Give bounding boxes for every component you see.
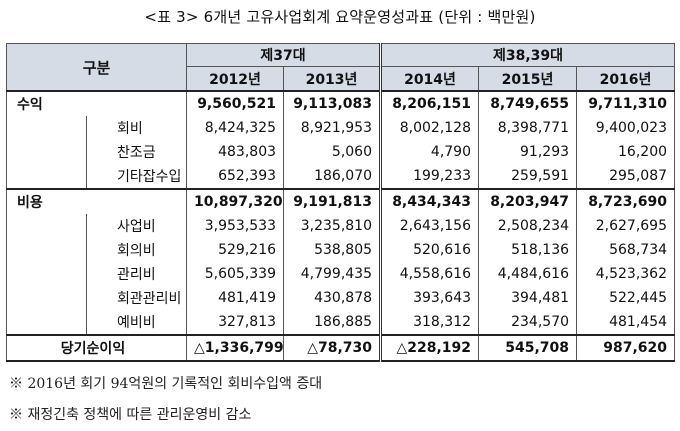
expense-row: 비용 10,897,320 9,191,813 8,434,343 8,203,… (5, 188, 676, 214)
header-row-periods: 구분 제37대 제38,39대 (5, 43, 676, 92)
header-year: 2016년 (576, 66, 676, 92)
table-cell: 10,897,320 (186, 188, 285, 214)
table-row: 예비비 327,813 186,885 318,312 234,570 481,… (6, 310, 676, 335)
header-period-37: 제37대 (186, 43, 382, 67)
table-cell: 4,523,362 (576, 262, 676, 286)
table-cell: 430,878 (283, 286, 382, 310)
table-cell: △1,336,799 (186, 334, 285, 362)
footnote: ※ 2016년 회기 94억원의 기록적인 회비수입액 증대 (9, 376, 323, 392)
table-cell: 199,233 (379, 164, 480, 189)
table-cell: 481,454 (576, 310, 676, 335)
table-cell: 518,136 (478, 238, 578, 262)
table-cell: 259,591 (478, 164, 578, 189)
table-cell: 2,508,234 (478, 214, 578, 238)
table-cell: △228,192 (379, 334, 480, 362)
table-cell: 9,400,023 (576, 116, 676, 140)
row-label: 회의비 (85, 238, 188, 262)
table-cell: 8,203,947 (478, 188, 578, 214)
table-cell: 394,481 (478, 286, 578, 310)
table-cell: 8,723,690 (576, 188, 676, 214)
blank-cell (6, 164, 87, 189)
table-row: 찬조금 483,803 5,060 4,790 91,293 16,200 (6, 140, 676, 164)
table-cell: 3,953,533 (186, 214, 285, 238)
blank-cell (6, 262, 87, 286)
table-cell: 186,070 (283, 164, 382, 189)
operating-results-table: 구분 제37대 제38,39대 2012년 2013년 2014년 2015년 … (5, 43, 676, 362)
header-year: 2014년 (379, 66, 480, 92)
table-cell: △78,730 (283, 334, 382, 362)
table-row: 회비 8,424,325 8,921,953 8,002,128 8,398,7… (6, 116, 676, 140)
table-cell: 2,643,156 (379, 214, 480, 238)
table-cell: 393,643 (379, 286, 480, 310)
table-row: 회의비 529,216 538,805 520,616 518,136 568,… (6, 238, 676, 262)
footnote: ※ 재정긴축 정책에 따른 관리운영비 감소 (9, 407, 252, 423)
row-label: 관리비 (85, 262, 188, 286)
table-cell: 8,749,655 (478, 90, 578, 116)
table-cell: 4,799,435 (283, 262, 382, 286)
table-cell: 91,293 (478, 140, 578, 164)
blank-cell (6, 214, 87, 238)
table-cell: 568,734 (576, 238, 676, 262)
table-row: 사업비 3,953,533 3,235,810 2,643,156 2,508,… (6, 214, 676, 238)
table-cell: 2,627,695 (576, 214, 676, 238)
header-year: 2012년 (186, 66, 285, 92)
blank-cell (6, 286, 87, 310)
header-row-years: 2012년 2013년 2014년 2015년 2016년 (7, 66, 676, 92)
table-cell: 16,200 (576, 140, 676, 164)
row-label: 회관관리비 (85, 286, 188, 310)
table-cell: 318,312 (379, 310, 480, 335)
table-cell: 8,434,343 (379, 188, 480, 214)
net-income-row: 당기순이익 △1,336,799 △78,730 △228,192 545,70… (5, 334, 676, 362)
row-label: 찬조금 (85, 140, 188, 164)
table-cell: 545,708 (478, 334, 578, 362)
table-cell: 652,393 (186, 164, 285, 189)
header-gubun: 구분 (5, 43, 188, 92)
expense-label: 비용 (5, 188, 187, 214)
net-income-label: 당기순이익 (5, 334, 188, 362)
table-cell: 8,206,151 (379, 90, 480, 116)
table-cell: 9,191,813 (283, 188, 382, 214)
table-cell: 3,235,810 (283, 214, 382, 238)
header-period-38-39: 제38,39대 (379, 43, 676, 67)
table-cell: 234,570 (478, 310, 578, 335)
table-cell: 9,711,310 (576, 90, 676, 116)
table-row: 회관관리비 481,419 430,878 393,643 394,481 52… (6, 286, 676, 310)
table-cell: 4,484,616 (478, 262, 578, 286)
header-year: 2015년 (478, 66, 578, 92)
table-row: 관리비 5,605,339 4,799,435 4,558,616 4,484,… (6, 262, 676, 286)
table-cell: 295,087 (576, 164, 676, 189)
table-cell: 8,921,953 (283, 116, 382, 140)
row-label: 회비 (85, 116, 188, 140)
table-cell: 8,002,128 (379, 116, 480, 140)
table-cell: 520,616 (379, 238, 480, 262)
blank-cell (6, 116, 87, 140)
header-year: 2013년 (283, 66, 382, 92)
table-cell: 8,424,325 (186, 116, 285, 140)
table-cell: 483,803 (186, 140, 285, 164)
table-cell: 529,216 (186, 238, 285, 262)
table-cell: 5,605,339 (186, 262, 285, 286)
blank-cell (6, 238, 87, 262)
row-label: 사업비 (85, 214, 188, 238)
blank-cell (6, 310, 87, 335)
table-row: 기타잡수입 652,393 186,070 199,233 259,591 29… (6, 164, 676, 189)
table-cell: 4,558,616 (379, 262, 480, 286)
table-cell: 538,805 (283, 238, 382, 262)
table-cell: 327,813 (186, 310, 285, 335)
table-cell: 522,445 (576, 286, 676, 310)
revenue-label: 수익 (5, 90, 187, 116)
table-cell: 9,560,521 (186, 90, 285, 116)
table-cell: 186,885 (283, 310, 382, 335)
table-cell: 987,620 (576, 334, 676, 362)
table-cell: 481,419 (186, 286, 285, 310)
row-label: 예비비 (85, 310, 188, 335)
table-title: <표 3> 6개년 고유사업회계 요약운영성과표 (단위 : 백만원) (144, 8, 536, 26)
row-label: 기타잡수입 (85, 164, 188, 189)
table-cell: 4,790 (379, 140, 480, 164)
table-cell: 8,398,771 (478, 116, 578, 140)
table-cell: 5,060 (283, 140, 382, 164)
table-cell: 9,113,083 (283, 90, 382, 116)
blank-cell (6, 140, 87, 164)
revenue-row: 수익 9,560,521 9,113,083 8,206,151 8,749,6… (5, 90, 676, 116)
